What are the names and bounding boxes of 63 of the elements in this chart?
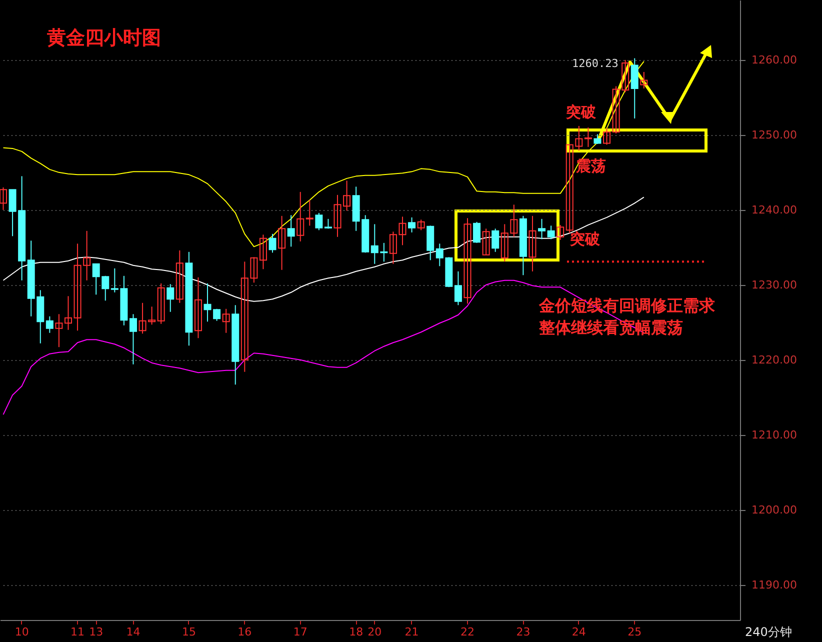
- candlestick: [473, 221, 481, 244]
- candlestick: [547, 225, 555, 240]
- annotation: 突破: [570, 230, 600, 249]
- candlestick: [603, 128, 611, 146]
- candlestick: [630, 58, 638, 119]
- candlestick: [426, 225, 434, 261]
- x-tick-label: 15: [182, 626, 196, 638]
- annotation: 1260.23: [572, 57, 618, 70]
- candlestick: [584, 126, 592, 148]
- candlestick: [492, 228, 500, 252]
- candlestick: [0, 186, 7, 210]
- x-tick-label: 16: [238, 626, 252, 638]
- x-tick-label: 25: [628, 626, 642, 638]
- candlestick: [528, 215, 536, 272]
- candlestick: [464, 218, 472, 304]
- x-tick-label: 14: [126, 626, 140, 638]
- y-tick-label: 1250.00: [752, 128, 797, 142]
- candlestick: [64, 296, 72, 330]
- x-tick-label: 20: [368, 626, 382, 638]
- x-tick-label: 24: [572, 626, 586, 638]
- candlestick: [259, 234, 267, 270]
- candlestick: [222, 308, 230, 334]
- x-tick-label: 18: [349, 626, 364, 638]
- candlestick: [55, 314, 63, 348]
- y-tick-label: 1190.00: [752, 578, 797, 592]
- candlestick: [194, 276, 202, 339]
- x-tick-label: 23: [516, 626, 530, 638]
- candlestick: [176, 250, 184, 304]
- candlestick: [129, 314, 137, 365]
- y-tick-label: 1210.00: [752, 428, 797, 442]
- y-tick-label: 1240.00: [752, 203, 797, 216]
- annotation: 突破: [566, 103, 596, 122]
- candlestick: [46, 316, 54, 334]
- candlestick: [315, 212, 323, 231]
- candlestick: [556, 224, 564, 240]
- candlestick: [594, 134, 602, 144]
- candlestick: [454, 270, 462, 306]
- candlestick: [287, 214, 295, 248]
- candlestick: [278, 215, 286, 270]
- annotation: 整体继续看宽幅震荡: [539, 318, 683, 339]
- x-tick-label: 13: [89, 626, 104, 638]
- candlestick: [268, 233, 276, 254]
- x-tick-label: 21: [404, 626, 419, 638]
- candlestick: [538, 218, 546, 240]
- y-tick-label: 1200.00: [752, 503, 797, 516]
- x-tick-label: 17: [293, 626, 308, 638]
- text: 黄金四小时图: [47, 26, 161, 51]
- candlestick: [166, 284, 174, 312]
- candlestick: [640, 71, 648, 89]
- y-tick-label: 1230.00: [752, 278, 797, 292]
- candlestick: [417, 219, 425, 231]
- candlestick: [408, 216, 416, 233]
- y-tick-label: 1220.00: [752, 353, 797, 366]
- candlestick: [482, 228, 490, 256]
- candlestick: [157, 282, 165, 324]
- x-axis-title: 240分钟: [745, 624, 792, 641]
- annotation: 震荡: [576, 157, 606, 176]
- x-tick-label: 11: [70, 626, 85, 638]
- x-tick-label: 10: [14, 626, 29, 638]
- y-tick-label: 1260.00: [752, 53, 797, 66]
- candlestick: [306, 200, 314, 226]
- x-tick-label: 22: [460, 626, 474, 638]
- candlestick: [296, 191, 304, 242]
